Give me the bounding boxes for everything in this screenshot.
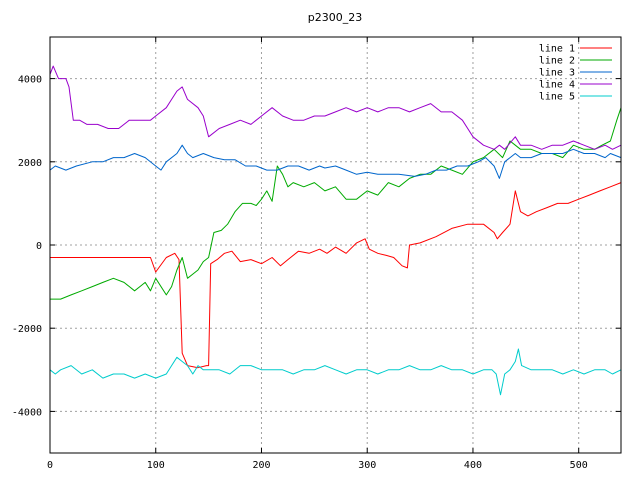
series-line-3 xyxy=(49,144,622,179)
series-line-5 xyxy=(49,348,622,396)
x-tick-label: 0 xyxy=(47,460,53,471)
series-lines xyxy=(49,65,622,396)
axis-ticks: 0 100 200 300 400 500 -4000 -2000 0 2000 4000 xyxy=(12,37,621,471)
legend-label: line 5 xyxy=(539,92,575,103)
plot-frame xyxy=(49,36,622,454)
grid xyxy=(50,37,621,453)
x-tick-label: 300 xyxy=(358,460,376,471)
chart-title: p2300_23 xyxy=(308,11,362,24)
y-tick-label: -4000 xyxy=(12,407,42,418)
x-tick-label: 200 xyxy=(252,460,270,471)
x-tick-label: 100 xyxy=(147,460,165,471)
legend-label: line 1 xyxy=(539,44,575,55)
x-tick-label: 400 xyxy=(464,460,482,471)
series-line-1 xyxy=(50,182,622,369)
legend-label: line 4 xyxy=(539,80,575,91)
y-tick-label: -2000 xyxy=(12,324,42,335)
y-tick-label: 2000 xyxy=(18,158,42,169)
legend-label: line 3 xyxy=(539,68,575,79)
series-line-4 xyxy=(49,65,622,150)
x-tick-label: 500 xyxy=(570,460,588,471)
y-tick-label: 4000 xyxy=(18,75,42,86)
legend-label: line 2 xyxy=(539,56,575,67)
series-line-2 xyxy=(50,107,622,300)
y-tick-label: 0 xyxy=(36,241,42,252)
